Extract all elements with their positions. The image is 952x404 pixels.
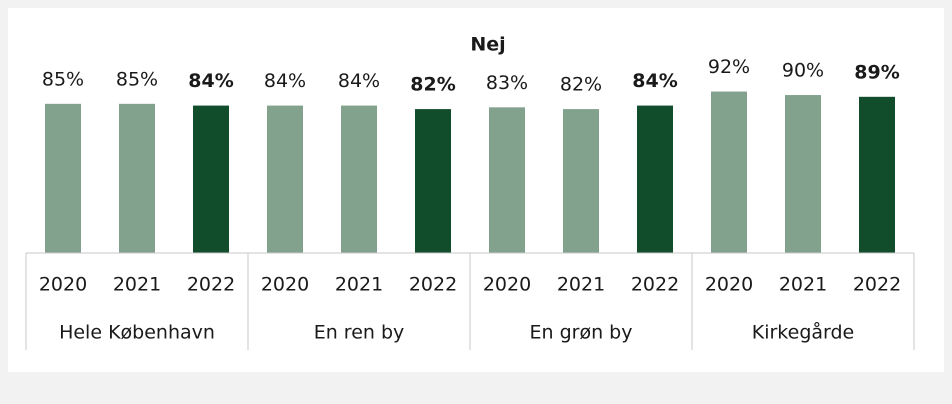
x-tick-label: 2021 — [557, 274, 605, 296]
value-label: 84% — [264, 70, 306, 92]
chart-title: Nej — [470, 34, 505, 56]
group-label: Kirkegårde — [752, 321, 855, 344]
x-tick-label: 2021 — [113, 274, 161, 296]
x-tick-label: 2022 — [853, 274, 901, 296]
value-label: 90% — [782, 60, 824, 82]
group-label: En ren by — [314, 322, 405, 344]
value-label: 84% — [632, 70, 677, 92]
value-label: 82% — [410, 74, 455, 96]
bar — [563, 109, 599, 253]
value-label: 84% — [188, 70, 233, 92]
x-tick-label: 2020 — [483, 274, 531, 296]
bar — [859, 96, 895, 254]
bar — [119, 103, 155, 253]
bar — [637, 105, 673, 253]
group-label: En grøn by — [530, 322, 633, 344]
x-tick-label: 2020 — [39, 274, 87, 296]
x-tick-label: 2022 — [631, 274, 679, 296]
x-tick-label: 2020 — [705, 274, 753, 296]
value-label: 85% — [116, 68, 158, 90]
bar — [711, 91, 747, 253]
bar — [341, 105, 377, 253]
group-label: Hele København — [59, 322, 215, 344]
bar — [489, 107, 525, 254]
x-tick-label: 2021 — [779, 274, 827, 296]
value-label: 92% — [708, 56, 750, 78]
bar — [193, 105, 229, 253]
x-tick-label: 2021 — [335, 274, 383, 296]
bar — [267, 105, 303, 253]
value-label: 82% — [560, 74, 602, 96]
value-label: 83% — [486, 72, 528, 94]
x-tick-label: 2022 — [187, 274, 235, 296]
bar — [415, 109, 451, 253]
value-label: 84% — [338, 70, 380, 92]
value-label: 89% — [854, 61, 899, 83]
value-label: 85% — [42, 68, 84, 90]
x-tick-label: 2022 — [409, 274, 457, 296]
bar — [45, 103, 81, 253]
bar — [785, 95, 821, 253]
x-tick-label: 2020 — [261, 274, 309, 296]
